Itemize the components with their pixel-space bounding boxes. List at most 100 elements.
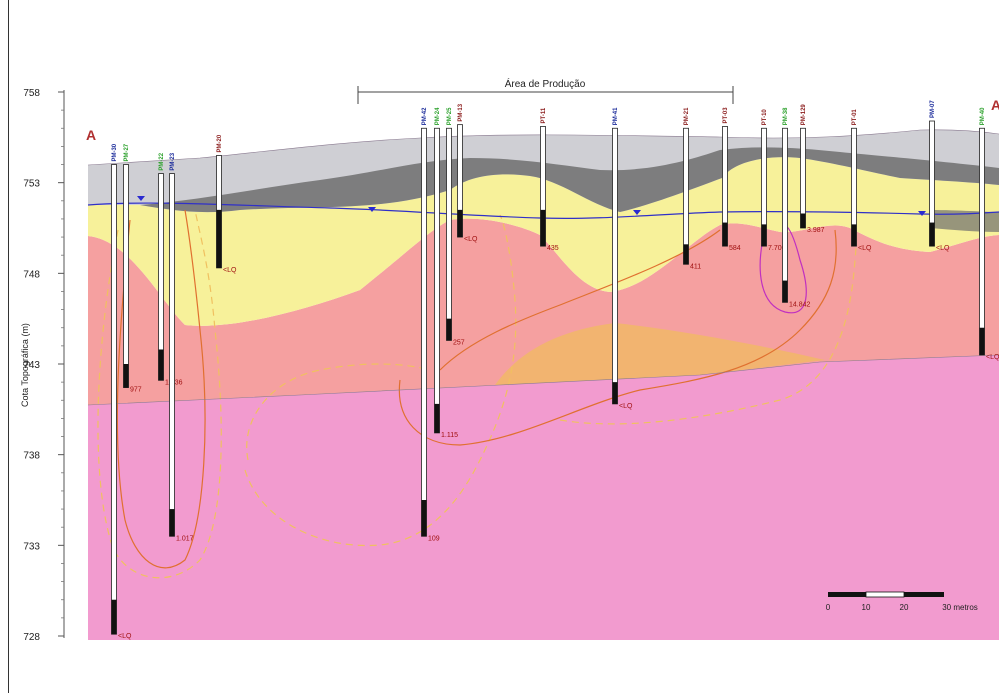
well-value-label: 411 <box>690 263 701 270</box>
well-screen <box>929 222 935 247</box>
well-name-label: PM-22 <box>159 152 165 170</box>
y-tick-label: 758 <box>23 88 40 99</box>
well-name-label: PM-25 <box>447 107 453 125</box>
well-screen <box>169 509 175 537</box>
well-pm-21: PM-21 411 <box>683 107 701 270</box>
scale-segment <box>828 592 866 597</box>
well-casing <box>434 127 440 434</box>
well-pm-38: PM-38 14.842 <box>782 107 811 308</box>
well-pt-01: PT-01 <LQ <box>851 109 872 252</box>
well-pt-03: PT-03 584 <box>722 107 741 252</box>
well-screen <box>782 280 788 303</box>
well-value-label: <LQ <box>223 267 237 274</box>
well-casing <box>683 127 689 265</box>
y-axis: 758 753 748 743 738 733 728 <box>23 88 65 643</box>
well-name-label: PM-24 <box>435 107 441 125</box>
well-name-label: PT-03 <box>723 107 729 124</box>
well-name-label: PM-41 <box>613 107 619 125</box>
well-value-label: 109 <box>428 535 440 542</box>
well-screen <box>434 403 440 433</box>
contour-line <box>439 229 721 371</box>
well-name-label: PM-129 <box>801 104 807 126</box>
well-pm-23: PM-23 1.017 <box>169 152 194 542</box>
well-value-label: 3.987 <box>807 227 825 234</box>
well-pm-07: PM-07 <LQ <box>929 100 950 252</box>
magenta-layer <box>88 355 999 640</box>
well-screen <box>158 349 164 381</box>
scale-label-20: 20 <box>900 603 909 612</box>
well-screen <box>612 382 618 404</box>
well-name-label: PT-01 <box>852 109 858 126</box>
well-name-label: PM-20 <box>217 134 223 152</box>
well-name-label: PM-13 <box>458 103 464 121</box>
well-screen <box>216 209 222 268</box>
well-pm-129: PM-129 3.987 <box>800 104 825 234</box>
well-name-label: PM-27 <box>124 143 130 161</box>
well-screen <box>761 224 767 247</box>
water-table <box>87 202 999 220</box>
layer-outlines <box>87 129 999 406</box>
well-pm-30: PM-30 <LQ <box>111 143 132 640</box>
well-name-label: PM-40 <box>980 107 986 125</box>
well-value-label: 977 <box>130 387 142 394</box>
well-casing <box>111 164 117 635</box>
well-value-label: <LQ <box>858 245 872 252</box>
well-casing <box>123 164 129 388</box>
well-name-label: PM-23 <box>170 152 176 170</box>
layer-boundary <box>87 354 999 406</box>
contour-line <box>759 224 807 314</box>
well-value-label: <LQ <box>936 245 950 252</box>
section-label-left: A <box>86 127 96 143</box>
well-name-label: PT-11 <box>541 107 547 123</box>
water-table-marker <box>368 207 376 212</box>
well-casing <box>979 127 985 356</box>
well-pt-10: PT-10 7.700 <box>761 109 786 252</box>
well-screen <box>722 222 728 247</box>
contour-line <box>116 209 206 569</box>
scale-segment <box>904 592 944 597</box>
frame-border <box>8 0 9 693</box>
well-pt-11: PT-11 435 <box>540 107 559 252</box>
well-screen <box>979 327 985 355</box>
well-screen <box>111 599 117 635</box>
section-label-right: A <box>991 97 999 113</box>
water-table-markers <box>137 196 926 216</box>
well-name-label: PM-30 <box>112 143 118 161</box>
well-screen <box>540 209 546 247</box>
wells: PM-30<LQPM-27977PM-221.636PM-231.017PM-2… <box>111 100 999 640</box>
water-table-marker <box>633 210 641 215</box>
y-tick-label: 728 <box>23 632 40 643</box>
contour-line <box>246 363 431 461</box>
scale-segment <box>865 591 905 598</box>
well-pm-25: PM-25 257 <box>446 107 465 346</box>
well-casing <box>421 127 427 537</box>
well-pm-42: PM-42 109 <box>421 107 440 542</box>
well-value-label: 14.842 <box>789 301 811 308</box>
y-tick-label: 743 <box>23 360 40 371</box>
water-table-marker <box>918 211 926 216</box>
well-casing <box>158 173 164 381</box>
contour-line <box>244 214 517 547</box>
well-value-label: 584 <box>729 245 741 252</box>
scale-label-0: 0 <box>826 603 831 612</box>
well-pm-41: PM-41 <LQ <box>612 107 633 410</box>
y-tick-label: 733 <box>23 541 40 552</box>
well-name-label: PM-21 <box>684 107 690 125</box>
well-casing <box>612 127 618 405</box>
well-screen <box>800 213 806 228</box>
well-pm-24: PM-24 1.115 <box>434 107 458 439</box>
contour-line <box>398 229 837 446</box>
well-screen <box>851 224 857 247</box>
layer-boundary <box>87 129 999 166</box>
well-value-label: 7.700 <box>768 245 786 252</box>
y-tick-label: 748 <box>23 269 40 280</box>
well-casing <box>169 173 175 537</box>
well-pm-27: PM-27 977 <box>123 143 142 394</box>
well-pm-20: PM-20 <LQ <box>216 134 237 274</box>
well-pm-13: PM-13 <LQ <box>457 103 478 243</box>
well-pm-40: PM-40 <LQ <box>979 107 999 361</box>
well-name-label: PT-10 <box>762 109 768 126</box>
water-table-marker <box>137 196 145 201</box>
scale-label-30: 30 metros <box>942 603 978 612</box>
